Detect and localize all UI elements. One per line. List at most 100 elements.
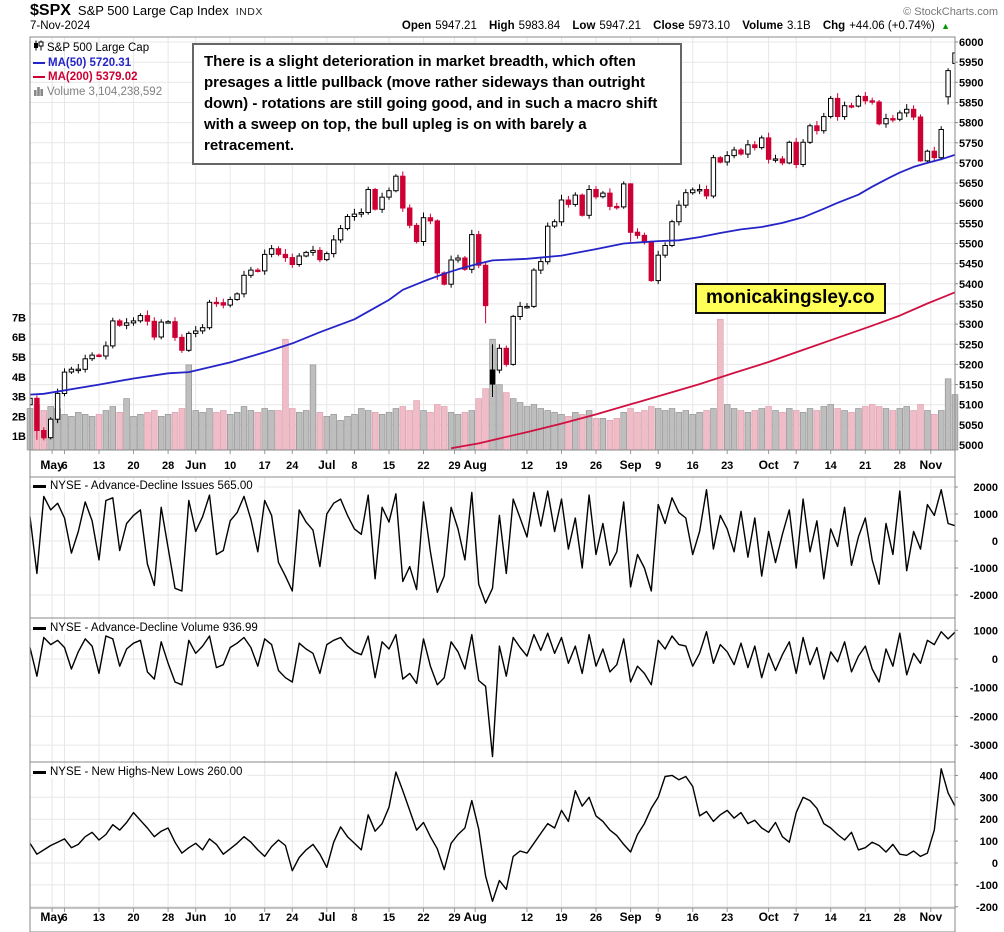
candlestick	[910, 108, 917, 118]
day-axis-label: 29	[448, 912, 460, 924]
candlestick	[331, 239, 337, 255]
line-dash-icon	[33, 626, 46, 630]
day-axis-label: 20	[127, 460, 139, 472]
legend-volume-row: Volume 3,104,238,592	[33, 85, 162, 101]
volume-bar	[889, 410, 897, 451]
candlestick	[117, 320, 123, 326]
month-axis-label: Jul	[318, 458, 335, 472]
high-value: 5983.84	[518, 20, 561, 32]
volume-bar	[364, 410, 372, 451]
candlestick	[786, 141, 792, 164]
legend-ma200-row: MA(200) 5379.02	[33, 70, 162, 85]
volume-bar	[185, 364, 192, 451]
candlestick	[241, 274, 247, 295]
watermark-badge: monicakingsley.co	[695, 283, 886, 314]
month-axis-label: Jun	[185, 910, 206, 924]
candlestick	[407, 207, 413, 226]
volume-bar	[295, 412, 303, 451]
candlestick	[904, 108, 910, 114]
volume-axis-label: 4B	[12, 372, 26, 384]
candlestick	[510, 315, 516, 365]
day-axis-label: 8	[351, 460, 357, 472]
volume-bar	[206, 408, 213, 451]
volume-bar	[199, 412, 206, 451]
volume-bar	[572, 412, 579, 451]
volume-bar	[413, 400, 420, 451]
indicator-axis-label: -2000	[970, 590, 998, 602]
panel-frame	[29, 617, 956, 763]
day-axis-label: 8	[351, 912, 357, 924]
legend-series-row: S&P 500 Large Cap	[33, 40, 162, 56]
candlestick	[434, 220, 441, 274]
candlestick	[793, 141, 799, 166]
ma200-dash-icon	[33, 76, 45, 79]
indicator-axis-label: 2000	[974, 482, 998, 494]
volume-bar	[544, 410, 551, 451]
candlestick	[710, 157, 717, 197]
price-axis-label: 5150	[959, 380, 983, 392]
volume-axis-label: 1B	[12, 431, 26, 443]
month-axis-label: Nov	[919, 910, 942, 924]
day-axis-label: 7	[793, 912, 799, 924]
volume-bar	[696, 412, 703, 451]
candlestick	[759, 137, 765, 149]
panel-label: NYSE - Advance-Decline Issues 565.00	[50, 480, 253, 492]
panel-title-nh-nl: NYSE - New Highs-New Lows 260.00	[33, 766, 248, 778]
candlestick	[489, 369, 496, 385]
price-axis-label: 5550	[959, 218, 983, 230]
candlestick	[30, 397, 33, 406]
volume-bar	[737, 410, 745, 451]
candlestick	[48, 418, 54, 439]
day-axis-label: 28	[162, 460, 174, 472]
candlestick	[206, 301, 213, 329]
candlestick	[545, 225, 551, 263]
candlestick	[41, 430, 47, 439]
volume-bar	[530, 404, 538, 451]
ma50-line	[30, 153, 955, 396]
candlestick	[303, 251, 309, 257]
price-axis-label: 5950	[959, 57, 983, 69]
candlestick	[110, 320, 116, 347]
volume-bar	[634, 412, 641, 451]
candlestick	[289, 257, 296, 266]
candlestick	[420, 217, 427, 242]
candlestick	[255, 269, 261, 273]
price-axis-label: 5800	[959, 118, 983, 130]
candlestick	[924, 150, 931, 162]
volume-bar	[931, 414, 938, 451]
volume-bar	[164, 414, 172, 451]
candlestick	[807, 125, 813, 143]
candlestick	[945, 70, 951, 98]
candlestick	[275, 248, 282, 255]
volume-bar	[344, 416, 351, 451]
price-axis-label: 5600	[959, 198, 983, 210]
ma50-dash-icon	[33, 61, 45, 64]
candlestick	[586, 189, 592, 216]
candlestick	[199, 327, 206, 332]
volume-bar	[689, 414, 696, 451]
candlestick	[517, 305, 523, 317]
candlestick	[724, 155, 730, 163]
day-axis-label: 16	[687, 912, 699, 924]
price-axis-label: 5400	[959, 279, 983, 291]
price-axis-label: 5050	[959, 420, 983, 432]
candlestick	[379, 196, 385, 210]
volume-bar	[351, 414, 358, 451]
candlestick	[558, 199, 565, 223]
candlestick	[358, 212, 365, 215]
day-axis-label: 17	[259, 912, 271, 924]
candlestick	[193, 330, 199, 334]
volume-bar	[882, 408, 890, 451]
candlestick	[538, 261, 544, 271]
candlestick	[862, 95, 868, 102]
candlestick	[738, 149, 744, 155]
volume-bar	[723, 404, 731, 451]
candlestick	[883, 118, 889, 125]
volume-bar	[371, 412, 379, 451]
close-value: 5973.10	[688, 20, 731, 32]
candlestick	[296, 255, 302, 265]
volume-bar	[792, 410, 800, 451]
volume-bar	[654, 408, 662, 451]
